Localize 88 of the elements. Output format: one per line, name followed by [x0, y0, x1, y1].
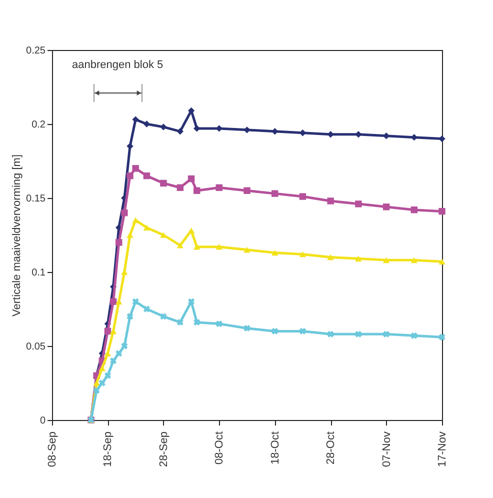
point: [382, 257, 390, 264]
point: [438, 258, 446, 265]
point: [438, 135, 446, 142]
point: [216, 244, 222, 250]
point: [355, 200, 362, 208]
point: [382, 330, 390, 338]
point: [132, 298, 139, 305]
point: [126, 313, 134, 320]
point: [194, 319, 200, 326]
x-tick-label: 08-Oct: [214, 432, 226, 465]
x-tick-label: 08-Sep: [46, 432, 58, 467]
point: [299, 193, 306, 200]
point: [410, 257, 418, 264]
point: [110, 357, 117, 364]
point: [98, 380, 106, 386]
point: [438, 334, 446, 340]
point: [244, 324, 250, 332]
point: [160, 124, 167, 130]
point: [126, 172, 134, 180]
y-axis-title: Verticale maaiveldvervorming [m]: [11, 154, 24, 317]
point: [188, 298, 195, 305]
point: [160, 313, 167, 320]
x-tick-label: 17-Nov: [436, 431, 448, 467]
point: [104, 328, 112, 335]
point: [216, 184, 222, 191]
point: [143, 172, 150, 180]
point: [143, 224, 150, 231]
point: [143, 120, 150, 128]
point: [176, 128, 184, 135]
point: [194, 244, 200, 250]
point: [327, 131, 334, 138]
point: [355, 256, 362, 262]
point: [116, 239, 122, 246]
point: [410, 206, 418, 214]
y-tick-label: 0.05: [26, 342, 46, 352]
y-tick-label: 0.1: [32, 268, 46, 278]
point: [160, 180, 167, 187]
point: [188, 175, 195, 182]
point: [272, 128, 278, 135]
point: [132, 165, 139, 172]
point: [188, 228, 195, 234]
point: [132, 116, 139, 123]
point: [410, 332, 418, 339]
point: [143, 306, 150, 312]
point: [327, 254, 334, 260]
annotation: aanbrengen blok 5: [72, 59, 164, 71]
point: [176, 184, 184, 191]
point: [299, 251, 306, 258]
y-tick-label: 0.2: [32, 120, 46, 130]
point: [216, 320, 222, 328]
x-tick-label: 18-Sep: [102, 432, 114, 467]
point: [126, 232, 134, 238]
x-tick-label: 18-Oct: [269, 432, 282, 465]
point: [194, 187, 200, 194]
point: [382, 204, 390, 210]
point: [382, 132, 390, 140]
y-tick-label: 0: [40, 416, 46, 426]
point: [272, 190, 278, 197]
point: [244, 126, 250, 134]
point: [176, 319, 184, 326]
point: [132, 217, 139, 224]
point: [176, 242, 184, 248]
point: [160, 232, 167, 238]
point: [93, 387, 100, 394]
point: [121, 342, 128, 350]
x-tick-label: 07-Nov: [380, 431, 393, 467]
point: [244, 187, 250, 194]
point: [194, 125, 200, 132]
point: [299, 328, 306, 335]
point: [121, 209, 128, 216]
point: [327, 198, 334, 204]
point: [438, 208, 446, 215]
point: [355, 131, 362, 138]
point: [110, 298, 117, 305]
x-tick-label: 28-Sep: [158, 432, 170, 467]
x-tick-label: 28-Oct: [325, 432, 338, 465]
point: [244, 246, 250, 253]
point: [93, 380, 100, 386]
point: [216, 125, 222, 132]
point: [272, 250, 278, 256]
point: [116, 350, 122, 357]
point: [104, 372, 112, 379]
y-tick-label: 0.25: [26, 46, 46, 56]
point: [355, 330, 362, 338]
point: [98, 365, 106, 372]
y-tick-label: 0.15: [26, 194, 46, 204]
point: [272, 328, 278, 335]
point: [327, 330, 334, 338]
